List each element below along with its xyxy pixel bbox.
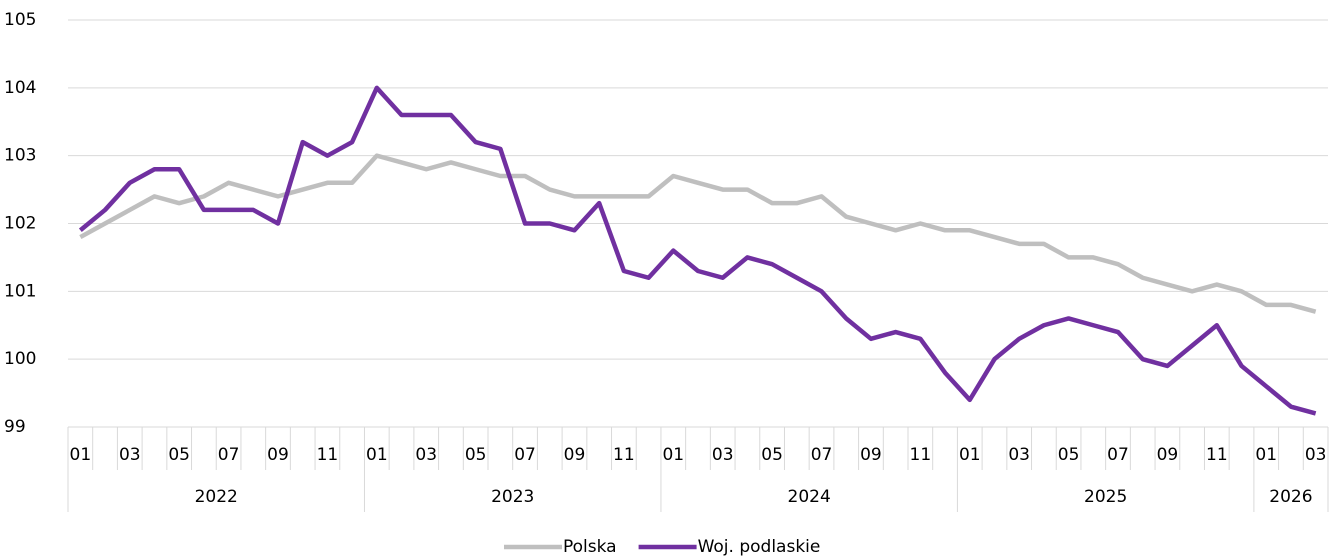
legend-label: Polska (563, 537, 617, 557)
y-tick-label: 103 (4, 146, 36, 166)
y-tick-label: 105 (4, 10, 36, 30)
x-tick-label: 07 (218, 445, 240, 465)
series-line (79, 153, 1317, 314)
x-tick-label: 09 (1157, 445, 1179, 465)
y-tick-label: 100 (4, 349, 36, 369)
x-tick-label: 05 (1058, 445, 1080, 465)
x-group-label: 2023 (491, 487, 534, 507)
y-tick-label: 99 (4, 417, 26, 437)
x-tick-label: 01 (662, 445, 684, 465)
x-tick-label: 07 (811, 445, 833, 465)
x-tick-label: 01 (70, 445, 92, 465)
x-tick-label: 09 (860, 445, 882, 465)
x-tick-label: 01 (959, 445, 981, 465)
x-tick-label: 09 (564, 445, 586, 465)
x-tick-label: 03 (712, 445, 734, 465)
x-tick-label: 09 (267, 445, 289, 465)
x-group-label: 2024 (788, 487, 831, 507)
x-group-label: 2026 (1269, 487, 1312, 507)
y-tick-label: 104 (4, 78, 36, 98)
y-tick-label: 101 (4, 281, 36, 301)
x-tick-label: 11 (317, 445, 339, 465)
x-tick-label: 05 (465, 445, 487, 465)
x-tick-label: 01 (1255, 445, 1277, 465)
x-tick-label: 11 (910, 445, 932, 465)
x-tick-label: 05 (761, 445, 783, 465)
x-tick-label: 03 (1008, 445, 1030, 465)
x-tick-label: 01 (366, 445, 388, 465)
series-line (78, 85, 1317, 416)
x-tick-label: 07 (1107, 445, 1129, 465)
x-group-label: 2022 (195, 487, 238, 507)
x-tick-label: 03 (415, 445, 437, 465)
x-tick-label: 05 (168, 445, 190, 465)
x-tick-label: 07 (514, 445, 536, 465)
x-tick-label: 03 (119, 445, 141, 465)
legend-label: Woj. podlaskie (698, 537, 821, 557)
x-tick-label: 11 (613, 445, 635, 465)
y-tick-label: 102 (4, 214, 36, 234)
x-tick-label: 11 (1206, 445, 1228, 465)
x-group-label: 2025 (1084, 487, 1127, 507)
x-tick-label: 03 (1305, 445, 1327, 465)
